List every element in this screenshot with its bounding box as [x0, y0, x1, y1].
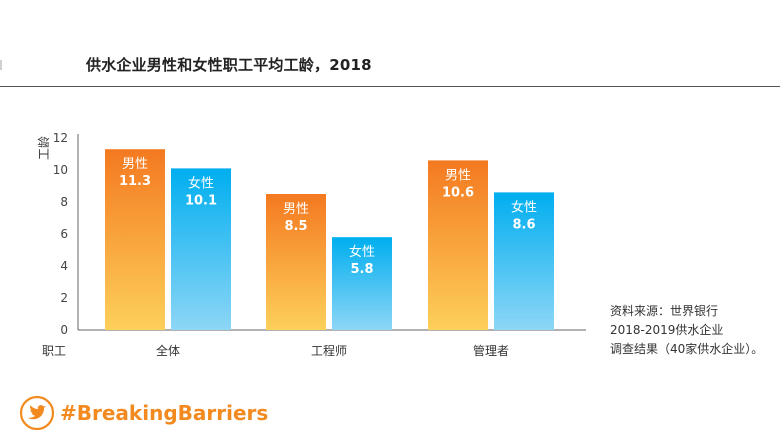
y-tick-label: 0 [60, 323, 68, 337]
bar-value-label: 8.6 [512, 217, 535, 232]
twitter-bird-icon [19, 395, 55, 431]
bar-value-label: 10.6 [442, 185, 474, 200]
bar-male [105, 149, 165, 330]
source-line: 2018-2019供水企业 [610, 323, 724, 337]
bar-series-label: 男性 [283, 202, 309, 217]
source-line: 调查结果（40家供水企业）。 [610, 342, 764, 356]
bar-value-label: 8.5 [284, 219, 307, 234]
title-divider [0, 86, 780, 87]
bar-value-label: 10.1 [185, 193, 217, 208]
x-tick-label: 全体 [156, 343, 180, 358]
bar-series-label: 男性 [122, 157, 148, 172]
bar-value-label: 11.3 [119, 174, 151, 189]
left-edge-mark [0, 60, 2, 70]
bar-chart: 0 2 4 6 8 10 12 全体 工程师 管理者 男性 11.3 女性 10.1 男性 8.5 女性 5.8… [37, 131, 586, 358]
bar-value-label: 5.8 [350, 262, 373, 277]
x-axis-label: 职工 [42, 344, 66, 358]
hashtag-text[interactable]: #BreakingBarriers [60, 401, 269, 425]
y-tick-label: 2 [60, 291, 68, 305]
source-line: 资料来源：世界银行 [610, 304, 719, 318]
chart-title: 供水企业男性和女性职工平均工龄，2018 [86, 56, 372, 74]
source-note: 资料来源：世界银行 2018-2019供水企业 调查结果（40家供水企业）。 [610, 302, 763, 359]
y-axis-label: 工龄 [37, 136, 51, 160]
bar-female [171, 168, 231, 330]
y-tick-label: 4 [60, 259, 68, 273]
bar-male [428, 160, 488, 330]
bar-series-label: 女性 [349, 244, 375, 260]
x-tick-label: 工程师 [311, 343, 347, 358]
bar-series-label: 女性 [511, 199, 537, 215]
bar-series-label: 男性 [445, 168, 471, 183]
y-tick-label: 8 [60, 195, 68, 209]
y-tick-label: 12 [53, 131, 68, 145]
hashtag-banner[interactable]: #BreakingBarriers [18, 395, 268, 431]
y-tick-label: 6 [60, 227, 68, 241]
bar-male [266, 194, 326, 330]
x-tick-label: 管理者 [473, 343, 509, 358]
bar-female [332, 237, 392, 330]
bar-female [494, 192, 554, 330]
y-tick-label: 10 [53, 163, 68, 177]
bar-series-label: 女性 [188, 175, 214, 191]
